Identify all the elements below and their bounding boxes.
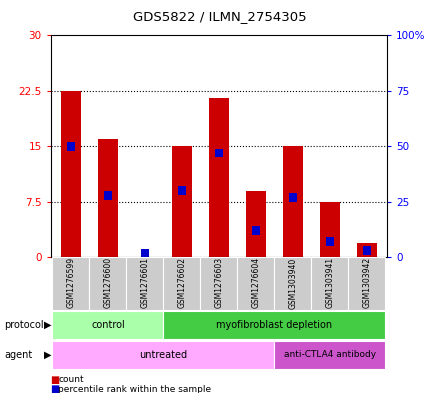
Bar [104,191,112,200]
Bar [238,257,275,310]
Bar [52,340,275,369]
Text: GSM1303941: GSM1303941 [325,257,334,309]
Bar [52,257,89,310]
Bar [289,193,297,202]
Bar [275,257,312,310]
Text: GSM1276602: GSM1276602 [177,257,187,309]
Bar [67,142,75,151]
Text: GSM1276601: GSM1276601 [140,257,150,309]
Text: anti-CTLA4 antibody: anti-CTLA4 antibody [284,350,376,359]
Text: count: count [58,375,84,384]
Bar [172,146,192,257]
Text: ■: ■ [51,375,60,385]
Bar [348,257,385,310]
Bar [326,237,334,246]
Text: untreated: untreated [139,350,187,360]
Text: GSM1276603: GSM1276603 [214,257,224,309]
Bar [320,202,340,257]
Text: control: control [91,320,125,330]
Bar [283,146,303,257]
Bar [252,226,260,235]
Bar [209,98,229,257]
Text: agent: agent [4,350,33,360]
Text: percentile rank within the sample: percentile rank within the sample [58,385,211,393]
Text: myofibroblast depletion: myofibroblast depletion [216,320,333,330]
Bar [163,257,200,310]
Text: GSM1276604: GSM1276604 [251,257,260,309]
Text: ▶: ▶ [44,320,51,330]
Bar [98,139,118,257]
Text: GSM1276599: GSM1276599 [66,257,75,309]
Text: protocol: protocol [4,320,44,330]
Bar [141,248,149,257]
Text: GSM1303940: GSM1303940 [288,257,297,309]
Text: GSM1276600: GSM1276600 [103,257,113,309]
Bar [275,340,385,369]
Text: ■: ■ [51,384,60,393]
Text: GSM1303942: GSM1303942 [363,257,371,309]
Bar [61,91,81,257]
Bar [363,246,371,255]
Bar [52,311,163,339]
Bar [178,186,186,195]
Bar [200,257,238,310]
Text: GDS5822 / ILMN_2754305: GDS5822 / ILMN_2754305 [133,10,307,23]
Bar [163,311,385,339]
Bar [246,191,266,257]
Bar [312,257,348,310]
Bar [89,257,126,310]
Text: ▶: ▶ [44,350,51,360]
Bar [357,242,377,257]
Bar [126,257,163,310]
Bar [215,149,223,158]
